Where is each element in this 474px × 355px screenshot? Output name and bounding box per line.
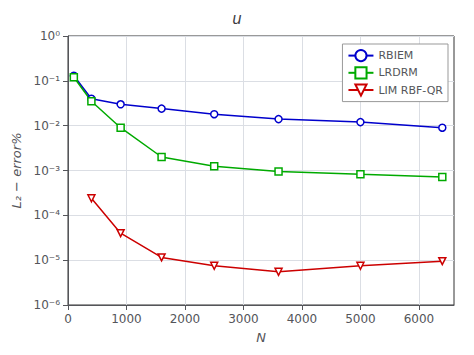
svg-text:10⁻⁵: 10⁻⁵ <box>34 253 61 267</box>
svg-text:2000: 2000 <box>170 312 201 326</box>
svg-text:10⁻¹: 10⁻¹ <box>34 74 61 88</box>
svg-text:L₂ − error%: L₂ − error% <box>9 133 24 209</box>
svg-text:10⁻⁴: 10⁻⁴ <box>34 208 61 222</box>
svg-text:10⁰: 10⁰ <box>40 29 60 43</box>
svg-text:3000: 3000 <box>228 312 259 326</box>
svg-text:10⁻³: 10⁻³ <box>34 164 61 178</box>
svg-text:5000: 5000 <box>345 312 376 326</box>
svg-text:LRDRM: LRDRM <box>378 66 417 79</box>
svg-text:0: 0 <box>64 312 72 326</box>
svg-text:10⁻²: 10⁻² <box>34 119 61 133</box>
svg-text:N: N <box>256 330 266 345</box>
svg-text:1000: 1000 <box>111 312 142 326</box>
svg-text:u: u <box>232 10 242 28</box>
svg-text:6000: 6000 <box>404 312 435 326</box>
svg-text:RBIEM: RBIEM <box>378 49 413 62</box>
svg-text:LIM RBF-QR: LIM RBF-QR <box>378 84 443 97</box>
svg-text:10⁻⁶: 10⁻⁶ <box>34 298 61 312</box>
svg-text:4000: 4000 <box>287 312 318 326</box>
